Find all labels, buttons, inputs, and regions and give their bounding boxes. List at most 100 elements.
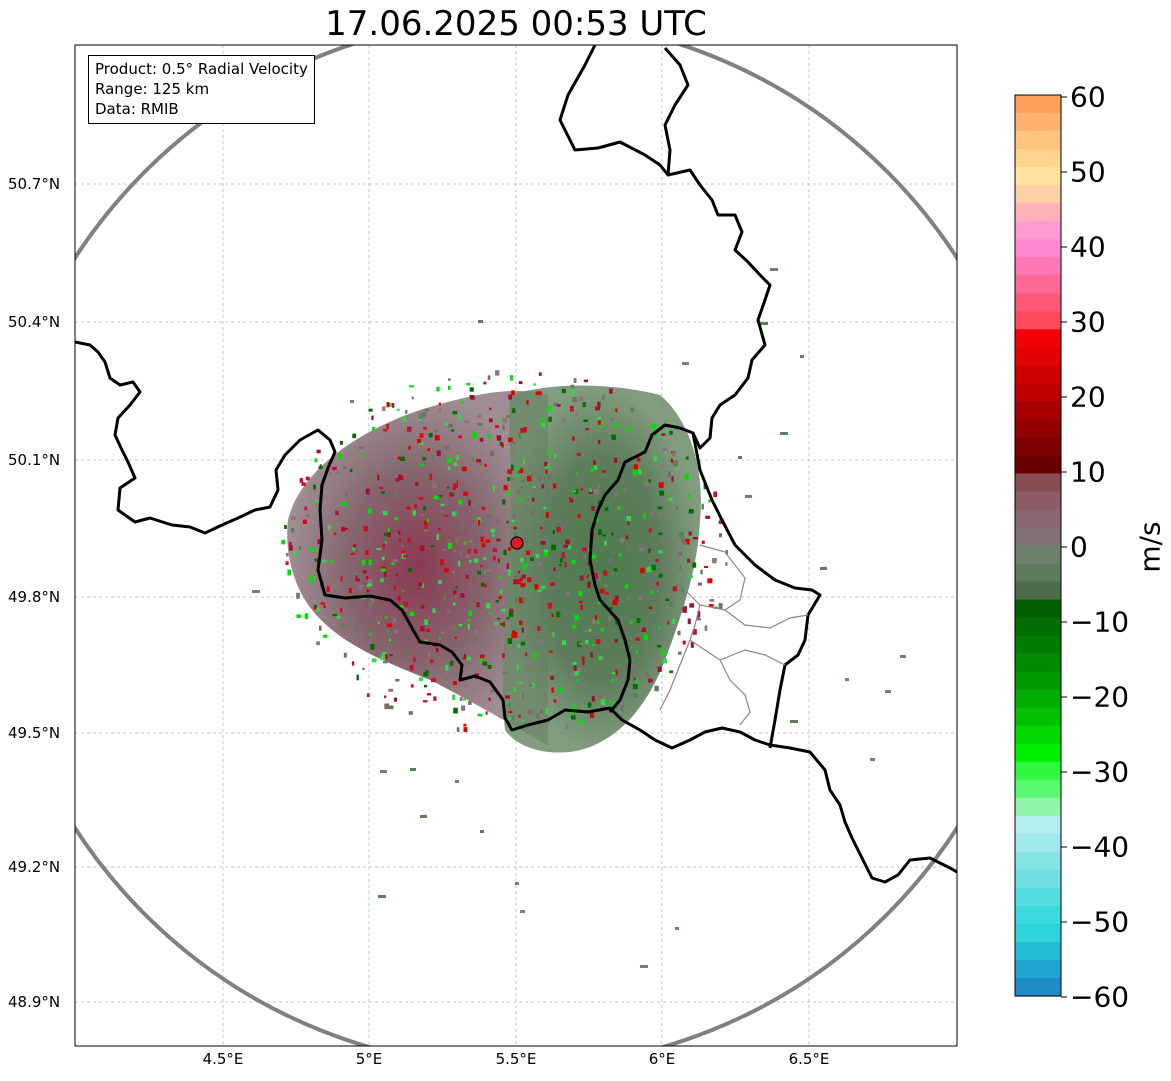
echo-speckle: [468, 499, 471, 506]
echo-speckle: [368, 559, 372, 566]
echo-speckle: [595, 450, 600, 455]
echo-speckle: [492, 556, 496, 561]
echo-speckle: [409, 385, 414, 388]
echo-speckle: [610, 480, 615, 485]
echo-speckle: [469, 606, 474, 611]
echo-speckle: [615, 595, 619, 602]
echo-speckle: [611, 679, 614, 683]
echo-speckle: [461, 705, 466, 711]
echo-speckle: [388, 705, 394, 710]
echo-speckle: [670, 458, 673, 463]
echo-speckle: [656, 645, 662, 648]
echo-speckle: [395, 532, 399, 536]
echo-speckle: [499, 560, 502, 564]
echo-speckle: [900, 655, 906, 658]
echo-speckle: [575, 598, 578, 602]
echo-speckle: [548, 416, 552, 422]
echo-speckle: [646, 566, 651, 573]
echo-speckle: [624, 487, 627, 492]
echo-speckle: [526, 550, 531, 556]
echo-speckle: [583, 651, 588, 657]
echo-speckle: [672, 451, 675, 457]
echo-speckle: [444, 445, 450, 450]
echo-speckle: [650, 511, 654, 517]
echo-speckle: [467, 549, 471, 554]
echo-speckle: [546, 595, 550, 602]
echo-speckle: [473, 558, 479, 563]
echo-speckle: [440, 503, 445, 507]
echo-speckle: [403, 554, 408, 558]
echo-speckle: [357, 527, 363, 533]
echo-speckle: [376, 548, 382, 551]
echo-speckle: [521, 627, 524, 633]
echo-speckle: [548, 650, 553, 653]
echo-speckle: [489, 407, 492, 410]
echo-speckle: [383, 429, 388, 432]
echo-speckle: [520, 641, 526, 646]
echo-speckle: [370, 643, 375, 650]
colorbar-segment: [1015, 95, 1061, 114]
echo-speckle: [452, 484, 456, 491]
echo-speckle: [394, 517, 399, 521]
echo-speckle: [412, 470, 417, 474]
echo-speckle: [573, 665, 577, 671]
echo-speckle: [725, 550, 728, 555]
echo-speckle: [327, 525, 331, 530]
echo-speckle: [657, 666, 662, 672]
echo-speckle: [543, 506, 547, 510]
echo-speckle: [521, 558, 527, 562]
echo-speckle: [539, 709, 544, 714]
echo-speckle: [375, 466, 379, 469]
echo-speckle: [394, 629, 398, 634]
echo-speckle: [531, 473, 534, 477]
echo-speckle: [632, 684, 638, 689]
echo-speckle: [638, 469, 642, 475]
echo-speckle: [800, 355, 804, 358]
colorbar-label: 10: [1070, 455, 1106, 489]
echo-speckle: [487, 664, 492, 669]
echo-speckle: [422, 457, 427, 461]
colorbar-segment: [1015, 509, 1061, 529]
echo-speckle: [603, 570, 608, 576]
echo-speckle: [586, 435, 589, 439]
echo-speckle: [577, 667, 581, 672]
colorbar-segment: [1015, 491, 1061, 511]
echo-speckle: [669, 430, 673, 435]
colorbar-segment: [1015, 869, 1061, 889]
colorbar-label: 20: [1070, 380, 1106, 414]
echo-speckle: [445, 486, 450, 489]
echo-speckle: [640, 567, 645, 574]
lat-label-50-1: 50.1°N: [8, 451, 61, 469]
echo-speckle: [479, 437, 484, 442]
echo-speckle: [458, 499, 463, 505]
echo-speckle: [653, 456, 658, 462]
echo-speckle: [590, 631, 593, 638]
echo-speckle: [679, 532, 684, 538]
echo-speckle: [419, 463, 424, 467]
echo-speckle: [387, 528, 390, 534]
echo-speckle: [444, 422, 449, 426]
echo-speckle: [421, 412, 427, 418]
echo-speckle: [339, 440, 343, 445]
echo-speckle: [508, 546, 512, 551]
echo-speckle: [434, 435, 440, 441]
echo-speckle: [420, 625, 425, 632]
colorbar-label: −40: [1070, 830, 1130, 864]
echo-speckle: [316, 449, 321, 454]
echo-speckle: [531, 682, 535, 688]
echo-speckle: [553, 567, 556, 572]
echo-speckle: [385, 629, 390, 635]
echo-speckle: [479, 657, 483, 662]
echo-speckle: [655, 558, 659, 563]
echo-speckle: [362, 570, 367, 574]
echo-speckle: [421, 513, 425, 517]
echo-speckle: [474, 629, 478, 635]
echo-speckle: [380, 770, 387, 773]
echo-speckle: [559, 564, 562, 567]
echo-speckle: [330, 560, 335, 563]
echo-speckle: [473, 549, 478, 554]
echo-speckle: [520, 910, 525, 913]
echo-speckle: [657, 506, 663, 510]
echo-speckle: [626, 426, 631, 432]
